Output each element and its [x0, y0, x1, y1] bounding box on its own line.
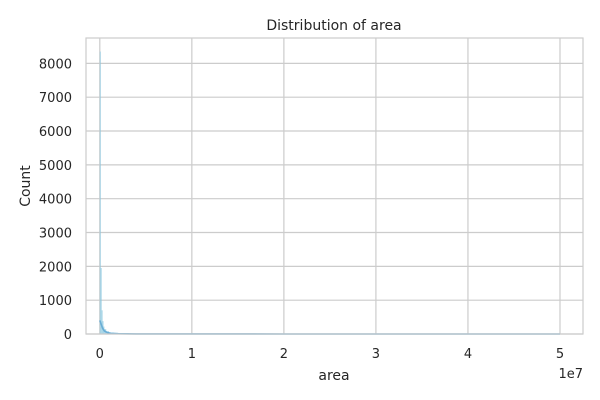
histogram-bar: [101, 310, 103, 334]
y-tick-labels: 0 1000 2000 3000 4000 5000 6000 7000 8000: [39, 57, 72, 343]
x-tick-label: 4: [464, 347, 472, 362]
y-tick-label: 6000: [39, 125, 72, 140]
x-tick-label: 5: [556, 347, 564, 362]
y-tick-label: 3000: [39, 227, 72, 242]
x-tick-label: 0: [96, 347, 104, 362]
histogram-bar: [100, 268, 102, 334]
y-tick-label: 1000: [39, 294, 72, 309]
plot-frame: [85, 37, 584, 335]
grid-lines: [86, 38, 583, 335]
x-axis-label: area: [318, 368, 349, 384]
x-tick-label: 1: [188, 347, 196, 362]
y-tick-label: 8000: [39, 57, 72, 72]
chart-title: Distribution of area: [266, 18, 401, 34]
y-tick-label: 7000: [39, 91, 72, 106]
histogram-bars: [99, 51, 560, 334]
kde-curve-layer: [99, 320, 560, 335]
x-tick-label: 2: [280, 347, 288, 362]
y-tick-label: 0: [64, 328, 72, 343]
x-axis-offset-label: 1e7: [558, 367, 583, 382]
kde-curve: [99, 320, 560, 335]
x-tick-labels: 0 1 2 3 4 5: [96, 347, 564, 362]
y-tick-label: 2000: [39, 260, 72, 275]
y-axis-label: Count: [18, 165, 34, 207]
y-tick-label: 4000: [39, 193, 72, 208]
x-tick-label: 3: [372, 347, 380, 362]
histogram-bar: [99, 51, 101, 334]
y-tick-label: 5000: [39, 159, 72, 174]
